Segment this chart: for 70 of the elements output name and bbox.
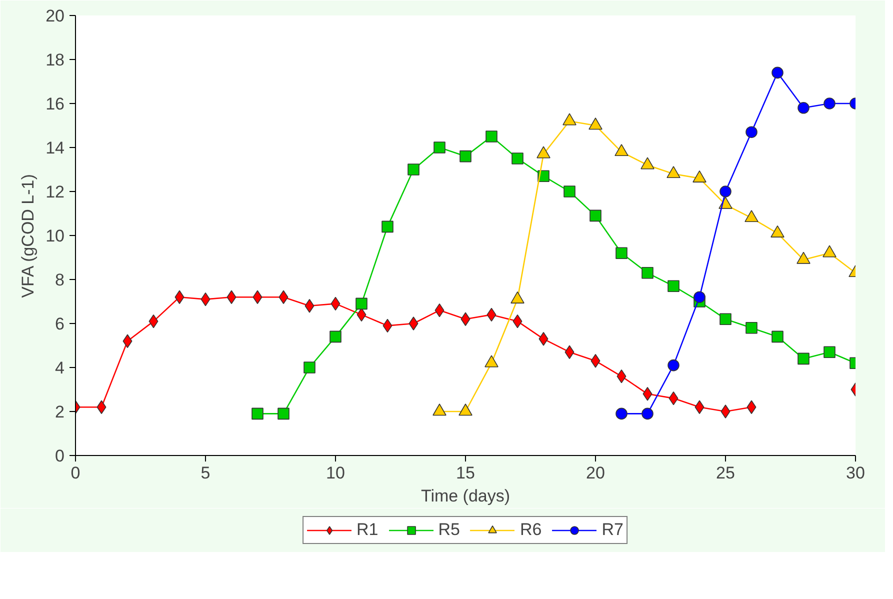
x-tick-label: 0 <box>70 464 80 482</box>
point <box>720 404 730 418</box>
point <box>538 332 548 346</box>
point <box>252 408 264 420</box>
point <box>564 186 576 198</box>
point <box>408 164 420 176</box>
x-tick-label: 5 <box>200 464 210 482</box>
point <box>278 290 288 304</box>
y-tick-label: 2 <box>55 402 65 422</box>
legend-label: R1 <box>356 520 378 540</box>
point <box>746 400 756 414</box>
y-tick-label: 0 <box>55 446 65 466</box>
point <box>122 334 132 348</box>
y-tick-label: 18 <box>46 50 65 70</box>
x-tick-label: 10 <box>326 464 345 482</box>
x-axis-title: Time (days) <box>420 486 510 506</box>
point <box>694 291 706 303</box>
point <box>434 142 446 154</box>
y-tick-label: 12 <box>46 182 65 202</box>
point <box>746 126 758 138</box>
point <box>642 267 654 279</box>
point <box>408 316 418 330</box>
point <box>746 322 758 334</box>
point <box>174 290 184 304</box>
point <box>720 313 732 325</box>
point <box>668 359 680 372</box>
point <box>486 130 498 142</box>
point <box>564 345 574 359</box>
point <box>824 346 836 358</box>
point <box>616 408 628 420</box>
point <box>278 408 290 420</box>
point <box>668 280 680 292</box>
point <box>356 298 368 310</box>
y-tick-label: 16 <box>46 94 65 114</box>
point <box>772 330 784 343</box>
point <box>642 387 652 401</box>
point <box>304 362 316 374</box>
x-tick-label: 25 <box>716 464 735 482</box>
y-tick-label: 8 <box>55 270 65 290</box>
legend-label: R6 <box>520 520 542 540</box>
point <box>304 299 314 313</box>
point <box>720 186 732 198</box>
point <box>616 247 628 259</box>
x-tick-label: 20 <box>586 464 605 482</box>
y-tick-label: 4 <box>55 358 65 378</box>
point <box>798 352 810 365</box>
legend-label: R7 <box>602 520 624 540</box>
point <box>330 330 342 343</box>
point <box>226 290 236 304</box>
point <box>642 408 654 420</box>
point <box>460 150 472 162</box>
x-tick-label: 30 <box>846 464 865 482</box>
point <box>512 152 524 164</box>
point <box>772 66 784 79</box>
point <box>694 400 704 414</box>
point <box>798 102 810 114</box>
point <box>590 354 600 368</box>
point <box>824 98 836 110</box>
legend-label: R5 <box>438 520 460 540</box>
y-tick-label: 6 <box>55 314 65 334</box>
x-tick-label: 15 <box>456 464 475 482</box>
point <box>460 312 470 326</box>
point <box>382 220 394 233</box>
point <box>96 400 106 414</box>
y-tick-label: 10 <box>46 226 65 246</box>
y-tick-label: 20 <box>46 6 65 26</box>
point <box>590 210 602 222</box>
y-tick-label: 14 <box>46 138 65 158</box>
y-axis-title: VFA (gCOD L-1) <box>18 174 38 298</box>
point <box>252 290 262 304</box>
